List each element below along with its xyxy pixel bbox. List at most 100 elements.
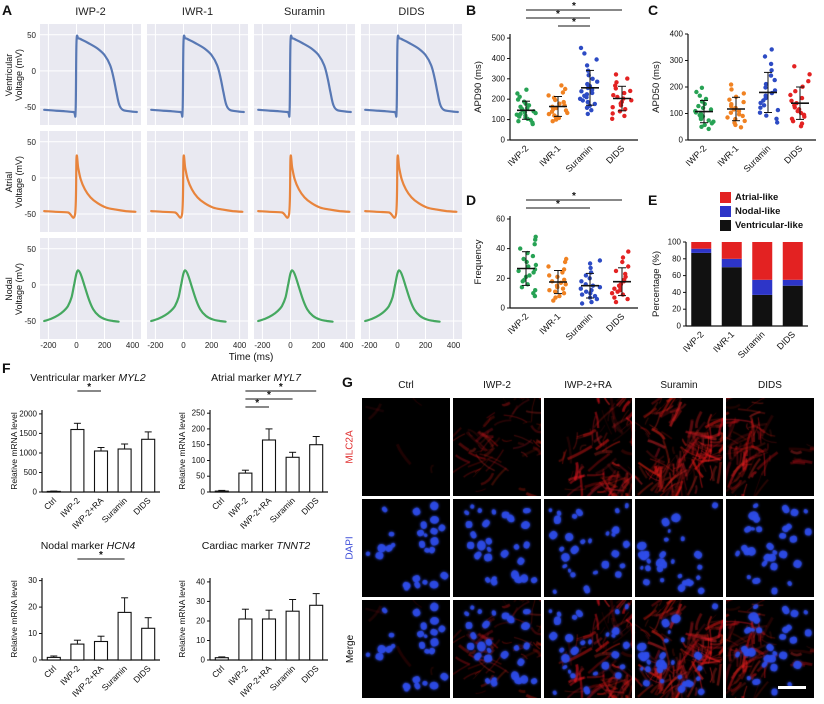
data-point — [516, 268, 521, 274]
y-tick-label: 0 — [33, 488, 38, 497]
y-tick-label: 20 — [496, 274, 505, 283]
trace-column-header: DIDS — [398, 6, 425, 18]
data-point — [561, 99, 566, 105]
data-point — [757, 110, 763, 115]
scale-bar — [778, 686, 806, 689]
gene-name: MYL2 — [118, 372, 146, 384]
ap-trace — [150, 269, 227, 323]
bar — [214, 490, 229, 493]
x-category-label: IWR-1 — [537, 143, 562, 168]
stack-segment-Nodal-like — [691, 248, 712, 253]
y-tick-label: 100 — [492, 115, 506, 124]
y-tick-label: 0 — [501, 304, 506, 313]
panel-f-content: Ventricular marker MYL2 0 500 1000 1500 2000 C… — [0, 358, 340, 704]
y-tick-label: 500 — [24, 468, 38, 477]
bar — [238, 472, 253, 493]
bar — [261, 618, 277, 661]
data-point — [584, 63, 590, 68]
bar — [238, 618, 253, 661]
x-tick-label: 0 — [74, 341, 79, 350]
data-point — [516, 119, 521, 124]
x-tick-label: 0 — [395, 341, 400, 350]
stack-segment-Atrial-like — [752, 242, 773, 280]
x-category-label: Suramin — [564, 311, 595, 342]
y-tick-label: 60 — [672, 271, 681, 280]
data-point — [772, 88, 778, 93]
data-point — [563, 282, 568, 287]
row-name: Nodal — [4, 276, 14, 301]
micro-column-header: Ctrl — [398, 380, 414, 391]
x-tick-label: 0 — [288, 341, 293, 350]
bar — [285, 610, 300, 661]
panel-a-action-potentials: A IWP-2 IWR-1 Suramin DIDS Ventricular Voltag… — [0, 0, 464, 363]
stack-segment-Nodal-like — [752, 279, 773, 295]
stack-segment-Nodal-like — [782, 279, 803, 286]
x-tick-label: 200 — [97, 341, 112, 350]
bar-chart-TNNT2: Cardiac marker TNNT2 0 10 20 30 40 Ctrl IWP-2 IW… — [176, 540, 336, 704]
x-category-label: Ctrl — [210, 663, 226, 679]
y-tick-label: 40 — [496, 244, 505, 253]
bar — [46, 656, 61, 661]
x-tick-label: 0 — [181, 341, 186, 350]
data-point — [585, 99, 590, 105]
ap-trace — [364, 34, 459, 118]
data-point — [546, 111, 552, 117]
stack-segment-Ventricular-like — [752, 294, 773, 326]
micrograph-mlc2a-DIDS — [726, 398, 814, 496]
y-tick-label: 0 — [31, 66, 36, 76]
data-point — [514, 112, 519, 117]
x-category-label: IWR-1 — [711, 329, 736, 354]
chart-title: Cardiac marker TNNT2 — [176, 540, 336, 554]
panel-label-d: D — [466, 192, 477, 208]
data-point — [789, 98, 794, 104]
legend-label: Ventricular-like — [735, 220, 804, 231]
x-tick-label: 400 — [125, 341, 140, 350]
data-point — [729, 102, 734, 107]
chart-title: Ventricular marker MYL2 — [8, 372, 168, 386]
y-tick-label: 0 — [677, 322, 682, 331]
micro-column-header: DIDS — [758, 380, 782, 391]
micrograph-mlc2a-IWP-2 — [453, 398, 541, 496]
panel-label-b: B — [466, 2, 477, 18]
x-category-label: IWP-2 — [506, 143, 531, 168]
micro-row-label-text: MLC2A — [345, 430, 357, 464]
panel-g-immunostaining: G Ctrl IWP-2 IWP-2+RA Suramin DIDS MLC2A DAPI M… — [340, 372, 824, 704]
panel-c-apd50: C 0 100 200 300 400 IWP-2 IWR-1 Suramin DIDS APD5… — [646, 0, 824, 190]
x-category-label: DIDS — [782, 143, 804, 165]
y-tick-label: 100 — [668, 238, 682, 247]
data-point — [518, 111, 523, 117]
ap-trace — [257, 269, 334, 323]
trace-plot-nodal-IWR-1 — [147, 238, 248, 339]
sig-star: * — [267, 390, 271, 401]
micrograph-mlc2a-Ctrl — [362, 398, 450, 496]
data-point — [728, 110, 734, 115]
data-point — [561, 267, 567, 272]
row-name: Atrial — [4, 171, 14, 192]
x-category-label: Ctrl — [210, 495, 226, 511]
data-point — [590, 76, 595, 82]
x-category-label: Suramin — [100, 495, 130, 525]
y-tick-label: 20 — [672, 305, 681, 314]
data-point — [694, 89, 699, 95]
data-point — [555, 274, 560, 279]
plot-background — [361, 24, 462, 125]
x-tick-label: -200 — [147, 341, 164, 350]
data-point — [582, 51, 587, 56]
trace-plot-ventricular-IWP-2 — [40, 24, 141, 125]
data-point — [622, 90, 627, 96]
data-point — [584, 289, 589, 294]
x-category-label: DIDS — [604, 311, 626, 333]
stack-segment-Atrial-like — [691, 242, 712, 249]
data-point — [788, 92, 793, 98]
data-point — [698, 111, 704, 117]
x-category-label: DIDS — [299, 495, 321, 517]
y-axis-title: Percentage (%) — [651, 251, 662, 317]
data-point — [799, 95, 805, 101]
panel-E-plot: 0 20 40 60 80 100 IWP-2 IWR-1 Suramin DIDS Percent… — [651, 238, 808, 360]
data-point — [527, 273, 532, 278]
data-point — [799, 121, 805, 126]
chart-title-prefix: Atrial marker — [211, 372, 274, 384]
y-tick-label: 0 — [201, 656, 206, 665]
data-point — [736, 108, 742, 114]
data-point — [546, 264, 551, 269]
